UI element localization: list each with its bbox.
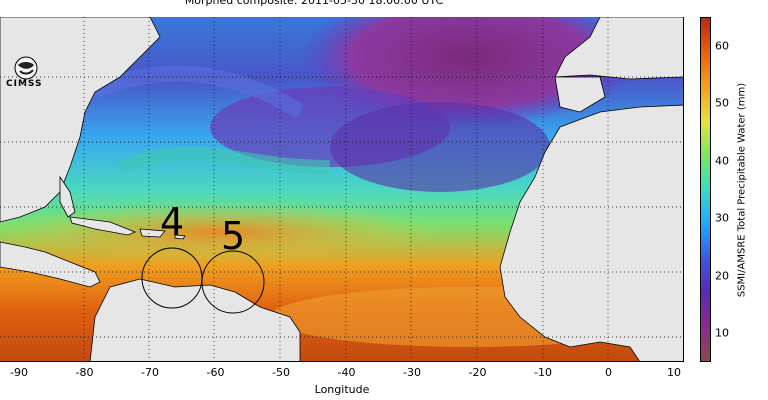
colorbar-tick-label: 30 [715, 211, 729, 225]
x-tick-label: -10 [534, 366, 552, 379]
colorbar-tick-label: 20 [715, 269, 729, 283]
cimss-logo: CIMSS [4, 55, 48, 93]
colorbar-tick-label: 10 [715, 326, 729, 340]
cuba [69, 216, 137, 236]
x-tick-label: -80 [75, 366, 94, 379]
x-tick-label: -50 [272, 366, 290, 379]
tropical-moisture-band [0, 202, 440, 262]
colorbar-tick-label: 50 [715, 96, 729, 110]
land-masses [0, 17, 683, 361]
x-tick-label: -30 [403, 366, 421, 379]
puerto-rico [174, 234, 186, 240]
colorbar-tick-label: 60 [715, 39, 729, 53]
africa [499, 104, 683, 361]
cimss-logo-text: CIMSS [6, 79, 43, 89]
annotation-circle-5 [201, 250, 265, 314]
north-america [0, 17, 161, 223]
colorbar-label: SSMI/AMSRE Total Precipitable Water (mm) [736, 82, 748, 298]
x-tick-label: 10 [667, 366, 681, 379]
colorbar-tick-label: 40 [715, 154, 729, 168]
x-tick-label: -90 [10, 366, 28, 379]
europe [554, 17, 683, 80]
florida [59, 175, 76, 218]
x-axis-ticks: -90 -80 -70 -60 -50 -40 -30 -20 -10 0 10 [0, 362, 700, 382]
central-america [0, 241, 101, 288]
south-america [89, 278, 301, 361]
map-panel: 4 5 CIMSS [0, 17, 684, 362]
cimss-logo-emblem [14, 56, 38, 80]
moisture-filament [117, 146, 331, 174]
dry-air-tongue [330, 102, 550, 192]
hispaniola [139, 228, 166, 238]
x-tick-label: -20 [468, 366, 487, 379]
colorbar [700, 17, 711, 362]
x-tick-label: -40 [337, 366, 356, 379]
x-axis-label: Longitude [314, 383, 370, 396]
annotation-label-5: 5 [221, 214, 245, 258]
graticule [0, 17, 683, 361]
x-tick-label: -60 [206, 366, 225, 379]
map-title: Morphed composite: 2011-05-30 18:00:00 U… [184, 0, 444, 7]
precipitable-water-map: 4 5 [0, 17, 683, 361]
annotation-label-4: 4 [160, 200, 184, 244]
x-tick-label: 0 [605, 366, 612, 379]
x-tick-label: -70 [141, 366, 159, 379]
